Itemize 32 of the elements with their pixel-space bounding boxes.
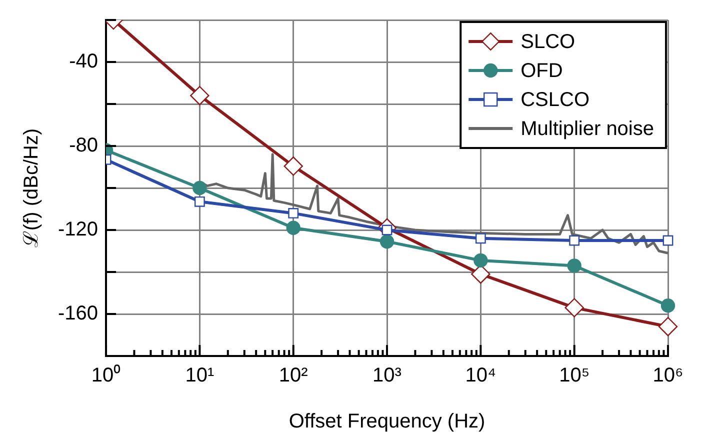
legend-label: Multiplier noise [520,118,654,140]
y-tick-label: -80 [69,134,98,157]
y-tick-label: -120 [58,218,98,241]
point [380,234,394,249]
point [474,253,488,268]
y-axis-title: ℒ(f) (dBc/Hz) [20,128,43,248]
legend-label: SLCO [520,31,576,54]
point [192,180,207,196]
legend-label: CSLCO [520,89,590,112]
x-tick-label: 10⁵ [559,364,590,387]
x-tick-label: 10² [278,364,308,387]
x-tick-label: 10¹ [185,364,214,387]
point [288,208,299,218]
point [567,258,582,273]
point [564,298,584,318]
point [190,86,210,106]
y-tick-label: -160 [58,302,98,325]
point [284,156,303,176]
x-axis-title: Offset Frequency (Hz) [288,410,486,433]
point [660,298,676,313]
y-tick-label: -40 [69,50,98,73]
x-tick-label: 10⁰ [91,364,121,387]
x-tick-label: 10⁶ [652,364,684,387]
point [194,196,205,207]
point [286,220,300,235]
legend-label: OFD [520,60,563,82]
point [658,317,678,336]
x-tick-label: 10³ [372,364,402,387]
x-tick-label: 10⁴ [465,364,496,387]
point [475,233,486,244]
point [569,235,580,246]
point [662,235,674,246]
